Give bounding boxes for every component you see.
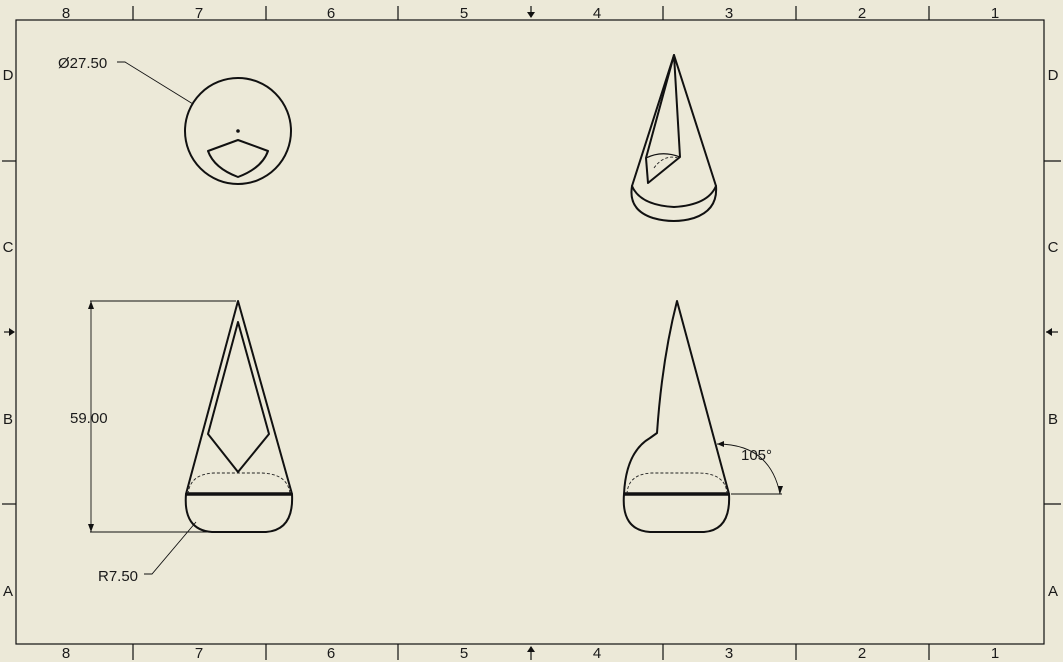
row-label: A: [3, 583, 13, 600]
col-label: 7: [195, 645, 203, 662]
arrow-left-icon: [1046, 328, 1058, 336]
diameter-leader: [117, 61, 194, 105]
row-label: B: [3, 411, 13, 428]
angle-dimension: 105°: [741, 447, 772, 464]
col-label: 3: [725, 5, 733, 22]
isometric-view[interactable]: [630, 54, 718, 222]
row-label: C: [3, 239, 14, 256]
radius-dimension: R7.50: [98, 568, 138, 585]
top-view[interactable]: Ø27.50: [58, 55, 292, 185]
col-label: 6: [327, 645, 335, 662]
height-dimension: 59.00: [70, 410, 108, 427]
row-label: A: [1048, 583, 1058, 600]
row-labels-right: D C B A: [1048, 67, 1059, 600]
col-label: 5: [460, 5, 468, 22]
column-labels-top: 8 7 6 5 4 3 2 1: [62, 5, 999, 22]
arrow-right-icon: [4, 328, 15, 336]
col-label: 6: [327, 5, 335, 22]
col-label: 4: [593, 5, 601, 22]
diameter-dimension: Ø27.50: [58, 55, 107, 72]
right-zone-ticks: [1044, 160, 1061, 505]
col-label: 4: [593, 645, 601, 662]
radius-leader: [144, 521, 197, 575]
col-label: 7: [195, 5, 203, 22]
row-label: B: [1048, 411, 1058, 428]
arrow-up-icon: [527, 646, 535, 660]
row-labels-left: D C B A: [3, 67, 14, 600]
column-labels-bottom: 8 7 6 5 4 3 2 1: [62, 645, 999, 662]
col-label: 8: [62, 645, 70, 662]
left-zone-ticks: [2, 160, 16, 505]
side-view[interactable]: 105°: [622, 300, 783, 533]
front-view[interactable]: 59.00 R7.50: [70, 300, 294, 585]
col-label: 3: [725, 645, 733, 662]
top-zone-ticks: [132, 6, 930, 20]
col-label: 5: [460, 645, 468, 662]
col-label: 2: [858, 5, 866, 22]
arrow-down-icon: [527, 6, 535, 18]
row-label: C: [1048, 239, 1059, 256]
col-label: 8: [62, 5, 70, 22]
col-label: 1: [991, 5, 999, 22]
drawing-border: [15, 19, 1045, 645]
row-label: D: [1048, 67, 1059, 84]
col-label: 2: [858, 645, 866, 662]
col-label: 1: [991, 645, 999, 662]
bottom-zone-ticks: [132, 644, 930, 660]
row-label: D: [3, 67, 14, 84]
